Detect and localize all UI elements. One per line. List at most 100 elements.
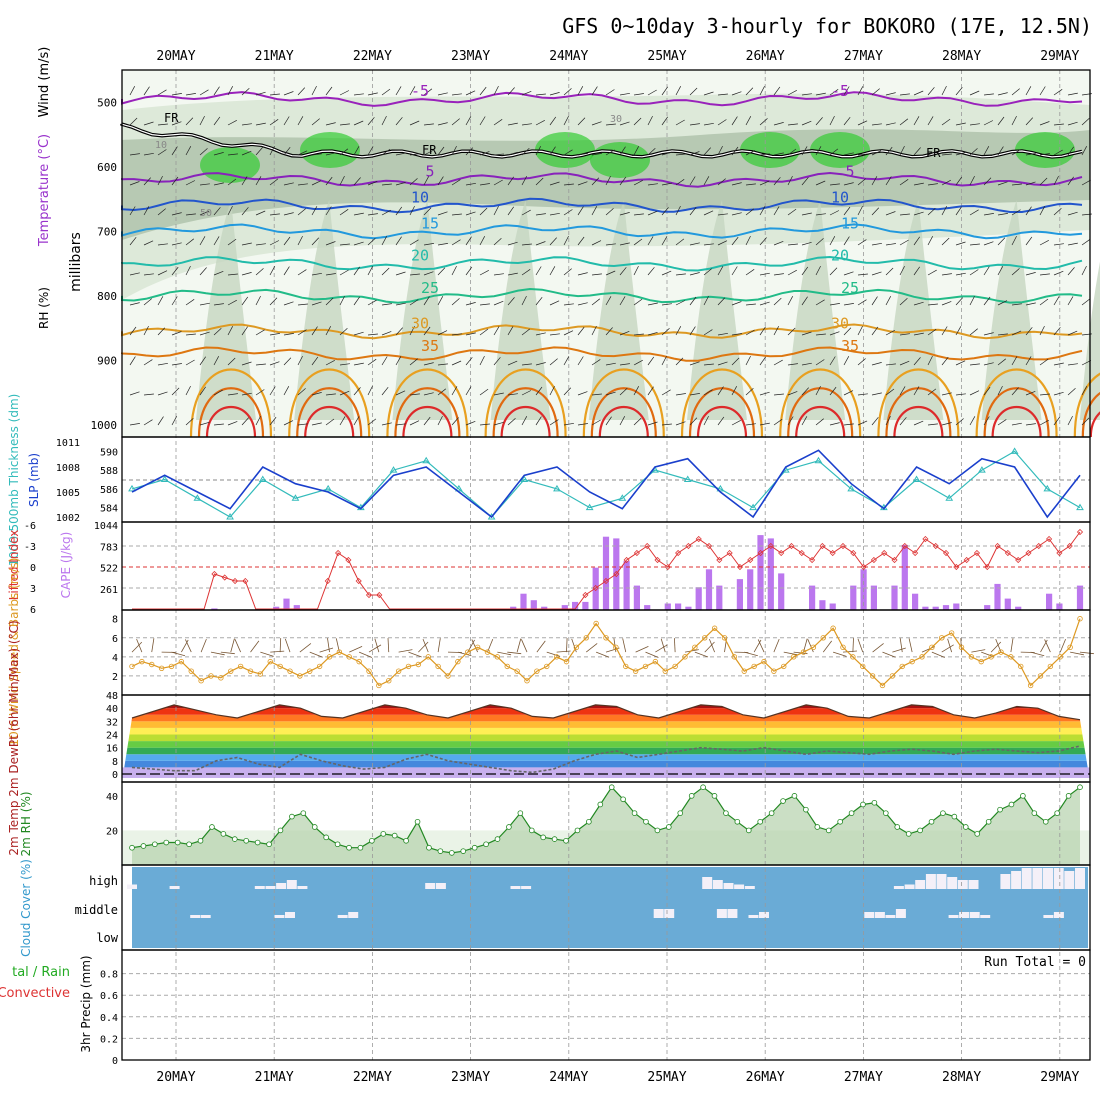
wind-barb [773, 177, 781, 186]
surface-wind-barb [546, 651, 561, 657]
lifted-index-point [365, 591, 373, 599]
wind-barb [969, 363, 980, 366]
wind-barb [549, 300, 560, 306]
rh-point [620, 796, 626, 803]
wind-barb [381, 209, 391, 216]
wind-barb [689, 326, 696, 336]
rh-point [357, 844, 364, 851]
wind-barb [801, 241, 812, 246]
wind-barb [759, 118, 768, 126]
wind-barb [675, 421, 686, 426]
rh-point [1065, 793, 1072, 799]
wind-barb [255, 243, 266, 246]
cape-bar [1015, 606, 1022, 610]
wind-barb [171, 176, 179, 186]
wind-barb [633, 213, 644, 216]
wind-barb [857, 205, 863, 216]
wind-barb [493, 326, 500, 336]
wind-barb [857, 120, 868, 126]
wind-barb [409, 239, 419, 246]
thickness-point [160, 475, 169, 482]
wind-barb [1011, 356, 1018, 366]
cloud-cell [1000, 874, 1011, 889]
lifted-index-point [963, 556, 970, 564]
warm-core-contour [288, 368, 371, 438]
rh-point [780, 798, 786, 804]
wind-barb [521, 90, 532, 96]
wind-barb [227, 119, 237, 126]
lifted-index-point [633, 549, 640, 557]
wind-barb [871, 176, 878, 186]
wind-barb [983, 416, 990, 426]
wind-barb [913, 386, 920, 396]
wind-barb [871, 88, 880, 96]
bottom-day-label: 28MAY [942, 1070, 981, 1085]
wind-speed-point [553, 654, 560, 660]
surface-wind-barb [622, 638, 627, 653]
cloud-cell [1064, 871, 1075, 889]
wind-barb [297, 116, 304, 126]
cloud-cell [904, 884, 915, 889]
wind-speed-point [277, 663, 283, 670]
wind-barb [129, 423, 140, 426]
wind-barb [199, 421, 210, 426]
rh-point [917, 827, 923, 834]
rh-point [608, 784, 615, 790]
rh-point [1031, 810, 1038, 816]
wind-barb [885, 296, 892, 306]
slp-tick: 1002 [56, 513, 80, 524]
wind-barb [913, 357, 921, 366]
lifted-index-point [231, 577, 239, 585]
wind-barb [983, 296, 991, 306]
lifted-index-point [1076, 528, 1084, 536]
wind-barb [591, 325, 597, 336]
wind-barb [395, 271, 406, 276]
wind-barb [801, 387, 809, 396]
wind-barb [353, 120, 364, 126]
temp-color-band [122, 714, 1090, 722]
rh-point [1042, 818, 1049, 825]
temp-color-band [122, 760, 1090, 768]
surface-wind-barb [1059, 638, 1066, 653]
wind-barb [479, 423, 490, 426]
wind-barb [829, 183, 840, 186]
wind-barb [507, 326, 514, 336]
wind-speed-point [544, 663, 550, 670]
rh-tick: 40 [106, 792, 118, 803]
rh-point [791, 793, 798, 799]
thickness-point [455, 484, 463, 492]
cloud-cell [864, 912, 875, 918]
wind-barb [1053, 149, 1063, 156]
wind-barb [815, 265, 821, 276]
rh-point [391, 832, 398, 839]
wind-barb [815, 333, 826, 336]
cape-bar [1046, 593, 1053, 610]
wind-speed-point [445, 673, 451, 679]
wind-barb [969, 295, 975, 306]
cloud-cell [716, 909, 727, 918]
wind-barb [577, 391, 588, 396]
wind-barb [563, 268, 572, 276]
wind-barb [619, 121, 630, 126]
wind-barb [619, 296, 626, 306]
pressure-tick: 700 [97, 225, 117, 238]
wind-barb [157, 391, 168, 396]
wind-speed-point [682, 654, 688, 660]
wind-barb [185, 238, 195, 246]
surface-wind-barb [408, 651, 422, 658]
wind-barb [185, 93, 196, 96]
wind-barb [381, 148, 391, 156]
wind-speed-point [889, 673, 896, 679]
wind-barb [1039, 239, 1049, 246]
wind-barb [451, 93, 462, 96]
wind-barb [815, 180, 826, 186]
lifted-index-point [757, 549, 764, 557]
cape-bar [592, 567, 599, 610]
wind-barb [983, 266, 990, 276]
wind-barb [1039, 177, 1048, 186]
warm-core-contour [500, 405, 551, 438]
wind-barb [451, 145, 457, 156]
surface-wind-barb [497, 651, 512, 656]
wind-barb [633, 238, 643, 246]
rh-point [506, 824, 512, 830]
